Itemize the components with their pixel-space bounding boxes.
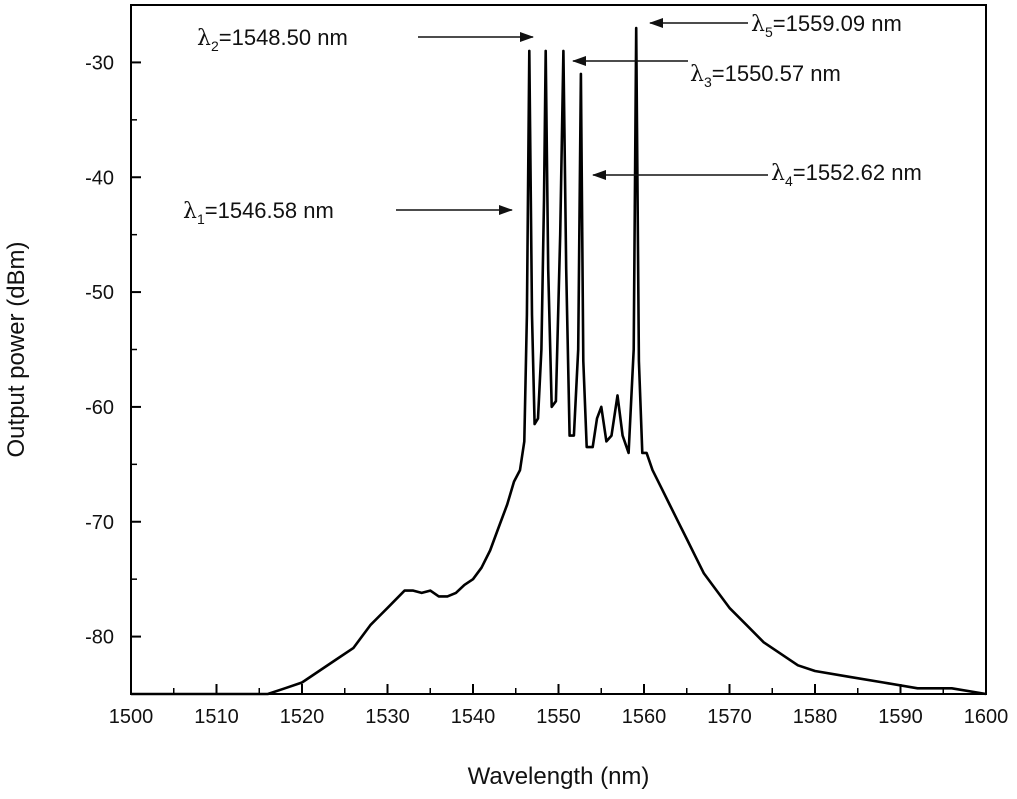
annotation-value: =1548.50 nm (219, 25, 348, 50)
annotation-value: =1559.09 nm (773, 11, 902, 36)
x-tick-label: 1590 (878, 706, 923, 728)
lambda-symbol: λ (183, 199, 197, 224)
y-axis-ticks: -80 -70 -60 -50 -40 -30 (85, 4, 141, 695)
x-tick-label: 1500 (109, 706, 154, 728)
annotation-label-lambda-1: λ1=1546.58 nm (183, 198, 334, 227)
annotation-label-lambda-5: λ5=1559.09 nm (751, 11, 902, 40)
x-tick-label: 1530 (365, 706, 410, 728)
x-axis-ticks: 1500 1510 1520 1530 1540 1550 1560 1570 1580 1590… (109, 684, 1009, 728)
y-tick-label: -60 (85, 397, 114, 419)
y-tick-label: -30 (85, 52, 114, 74)
x-tick-label: 1540 (451, 706, 496, 728)
annotation-value: =1552.62 nm (793, 160, 922, 185)
annotation-label-lambda-2: λ2=1548.50 nm (197, 25, 348, 54)
x-tick-label: 1520 (280, 706, 325, 728)
lambda-subscript: 5 (765, 24, 773, 40)
lambda-symbol: λ (751, 12, 765, 37)
y-tick-label: -70 (85, 512, 114, 534)
lambda-subscript: 3 (704, 74, 712, 90)
y-axis-title: Output power (dBm) (3, 241, 30, 457)
annotation-label-lambda-3: λ3=1550.57 nm (690, 61, 841, 90)
lambda-symbol: λ (197, 26, 211, 51)
lambda-subscript: 4 (785, 173, 793, 189)
annotation-value: =1550.57 nm (712, 61, 841, 86)
lambda-symbol: λ (690, 62, 704, 87)
lambda-subscript: 1 (197, 211, 205, 227)
x-axis-title: Wavelength (nm) (468, 763, 650, 790)
x-tick-label: 1580 (793, 706, 838, 728)
lambda-subscript: 2 (211, 38, 219, 54)
x-tick-label: 1550 (536, 706, 581, 728)
y-tick-label: -50 (85, 282, 114, 304)
y-tick-label: -40 (85, 167, 114, 189)
plot-area-frame (130, 4, 987, 695)
x-tick-label: 1510 (194, 706, 239, 728)
annotation-value: =1546.58 nm (205, 198, 334, 223)
lambda-symbol: λ (771, 161, 785, 186)
annotation-label-lambda-4: λ4=1552.62 nm (771, 160, 922, 189)
x-tick-label: 1570 (707, 706, 752, 728)
series-line-output-power (131, 26, 987, 696)
y-tick-label: -80 (85, 627, 114, 649)
x-tick-label: 1600 (964, 706, 1009, 728)
x-tick-label: 1560 (622, 706, 667, 728)
